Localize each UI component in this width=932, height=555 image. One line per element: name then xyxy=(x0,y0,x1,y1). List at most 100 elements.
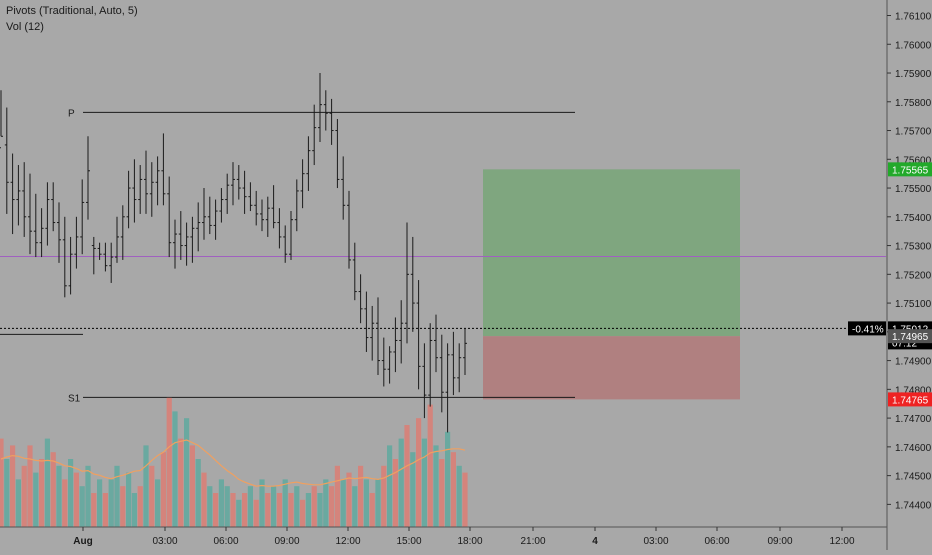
ohlc-bar[interactable] xyxy=(68,236,73,295)
volume-bar xyxy=(120,486,126,527)
ohlc-bar[interactable] xyxy=(178,211,183,260)
ohlc-bar[interactable] xyxy=(422,343,427,419)
ohlc-bar[interactable] xyxy=(416,280,421,390)
ohlc-bar[interactable] xyxy=(318,73,322,143)
ohlc-bar[interactable] xyxy=(80,179,85,255)
ohlc-bar[interactable] xyxy=(289,211,293,260)
ohlc-bar[interactable] xyxy=(16,165,21,226)
ohlc-bar[interactable] xyxy=(4,107,9,214)
volume-bar xyxy=(207,486,213,527)
ohlc-bar[interactable] xyxy=(155,156,160,206)
ohlc-bar[interactable] xyxy=(120,205,125,260)
ohlc-bar[interactable] xyxy=(149,162,154,217)
ohlc-bar[interactable] xyxy=(242,170,247,214)
ohlc-bar[interactable] xyxy=(126,170,131,229)
ohlc-bar[interactable] xyxy=(463,328,467,375)
volume-bar xyxy=(329,486,335,527)
volume-bar xyxy=(39,459,45,527)
ohlc-bar[interactable] xyxy=(265,196,270,237)
ohlc-bar[interactable] xyxy=(451,331,456,396)
price-axis-label: 1.74900 xyxy=(895,357,932,368)
ohlc-bar[interactable] xyxy=(294,179,299,232)
ohlc-bar[interactable] xyxy=(91,236,96,275)
ohlc-bar[interactable] xyxy=(335,119,340,189)
ohlc-bar[interactable] xyxy=(347,190,351,269)
ohlc-bar[interactable] xyxy=(196,202,201,252)
ohlc-bar[interactable] xyxy=(457,343,462,393)
ohlc-bar[interactable] xyxy=(283,225,288,263)
ohlc-bar[interactable] xyxy=(10,153,15,235)
ohlc-bar[interactable] xyxy=(300,159,305,209)
pivots-indicator-label[interactable]: Pivots (Traditional, Auto, 5) xyxy=(6,5,138,17)
ohlc-bar[interactable] xyxy=(184,222,189,266)
ohlc-bar[interactable] xyxy=(62,216,67,298)
ohlc-bar[interactable] xyxy=(225,173,230,214)
ohlc-bar[interactable] xyxy=(51,182,56,232)
ohlc-bar[interactable] xyxy=(161,133,166,206)
ohlc-bar[interactable] xyxy=(103,242,108,272)
ohlc-bar[interactable] xyxy=(439,334,444,413)
ohlc-bar[interactable] xyxy=(86,136,90,220)
volume-bar xyxy=(381,465,387,527)
ohlc-bar[interactable] xyxy=(364,291,369,352)
ohlc-bar[interactable] xyxy=(393,317,398,373)
ohlc-bar[interactable] xyxy=(132,159,137,223)
ohlc-bar[interactable] xyxy=(57,202,61,263)
ohlc-bar[interactable] xyxy=(231,162,235,206)
ohlc-bar[interactable] xyxy=(39,208,44,258)
ohlc-bar[interactable] xyxy=(33,193,38,258)
ohlc-bar[interactable] xyxy=(323,90,328,131)
ohlc-bar[interactable] xyxy=(434,314,438,373)
ohlc-bar[interactable] xyxy=(115,216,119,263)
ohlc-bar[interactable] xyxy=(358,274,363,324)
ohlc-bar[interactable] xyxy=(370,305,375,361)
ohlc-bar[interactable] xyxy=(405,222,409,344)
ohlc-bar[interactable] xyxy=(329,98,334,145)
ohlc-bar[interactable] xyxy=(387,346,392,384)
ohlc-bar[interactable] xyxy=(202,188,206,240)
ohlc-bar[interactable] xyxy=(260,199,264,232)
volume-bar xyxy=(21,465,27,527)
ohlc-bar[interactable] xyxy=(271,185,276,229)
ohlc-bar[interactable] xyxy=(144,150,148,214)
ohlc-bar[interactable] xyxy=(341,156,346,220)
ohlc-bar[interactable] xyxy=(22,162,27,237)
stop-loss-zone[interactable] xyxy=(483,336,740,400)
ohlc-bar[interactable] xyxy=(428,323,433,407)
ohlc-bar[interactable] xyxy=(352,242,357,301)
profit-target-zone[interactable] xyxy=(483,169,740,337)
ohlc-bar[interactable] xyxy=(236,165,241,200)
ohlc-bar[interactable] xyxy=(254,190,259,226)
ohlc-bar[interactable] xyxy=(45,182,50,246)
ohlc-bar[interactable] xyxy=(167,176,172,258)
volume-bar xyxy=(375,479,381,527)
ohlc-bar[interactable] xyxy=(173,219,177,269)
ohlc-bar[interactable] xyxy=(306,136,311,191)
ohlc-bar[interactable] xyxy=(138,165,143,214)
ohlc-bar[interactable] xyxy=(213,199,218,240)
volume-bar xyxy=(294,486,300,527)
ohlc-bar[interactable] xyxy=(410,236,415,332)
ohlc-bar[interactable] xyxy=(277,208,282,249)
volume-bar xyxy=(311,486,317,527)
ohlc-bar[interactable] xyxy=(74,216,79,269)
volume-bar xyxy=(166,397,172,527)
ohlc-bar[interactable] xyxy=(190,216,195,263)
ohlc-bar[interactable] xyxy=(219,188,224,223)
volume-indicator-label[interactable]: Vol (12) xyxy=(6,21,44,33)
ohlc-bar[interactable] xyxy=(376,297,380,375)
ohlc-bar[interactable] xyxy=(399,300,404,364)
volume-bar xyxy=(300,499,306,527)
ohlc-bar[interactable] xyxy=(445,343,450,433)
ohlc-bar[interactable] xyxy=(248,182,253,212)
ohlc-bar[interactable] xyxy=(28,173,32,255)
ohlc-bar[interactable] xyxy=(0,90,3,149)
ohlc-bar[interactable] xyxy=(97,242,102,260)
ohlc-bar[interactable] xyxy=(381,337,386,387)
ohlc-bar[interactable] xyxy=(207,196,212,235)
volume-bar xyxy=(56,465,62,527)
ohlc-bar[interactable] xyxy=(109,242,114,283)
ohlc-bar[interactable] xyxy=(312,104,317,166)
